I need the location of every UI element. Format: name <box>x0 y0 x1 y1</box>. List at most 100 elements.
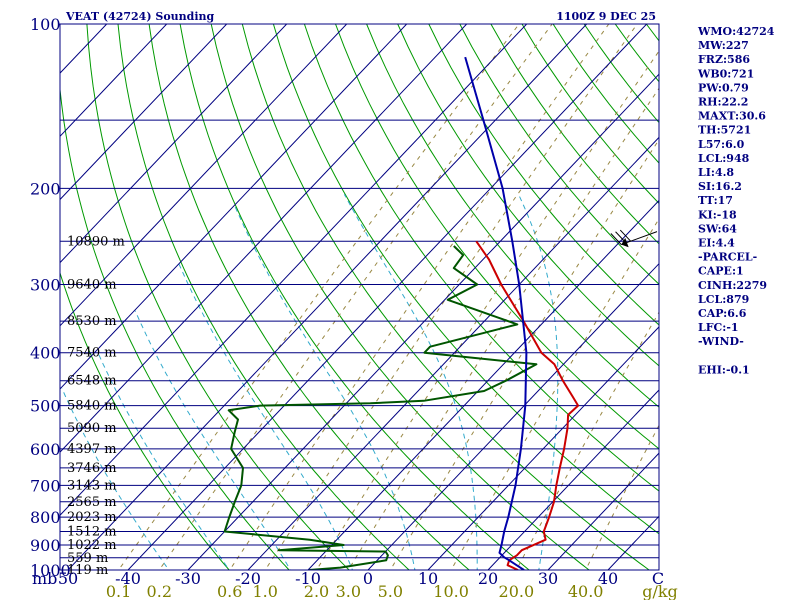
index-line: PW:0.79 <box>698 81 749 94</box>
dry-adiabat <box>552 24 659 164</box>
pressure-tick-label: 900 <box>30 536 61 555</box>
dry-adiabat <box>459 24 659 285</box>
index-line: CAP:6.6 <box>698 307 747 320</box>
pressure-tick-label: 500 <box>30 397 61 416</box>
temperature-tick-label: C <box>652 569 664 588</box>
dry-adiabat <box>148 24 470 570</box>
dry-adiabat <box>428 24 659 326</box>
mixing-ratio-tick-label: 3.0 <box>336 582 361 600</box>
dry-adiabat <box>397 24 659 367</box>
mixing-ratio-line <box>450 218 659 570</box>
wind-barb <box>610 229 658 248</box>
isotherm <box>187 73 659 570</box>
temperature-tick-label: -10 <box>295 569 321 588</box>
isotherm <box>60 24 408 390</box>
pressure-tick-label: 300 <box>30 276 61 295</box>
height-label: 6548 m <box>67 374 117 389</box>
mixing-ratio-tick-label: 10.0 <box>433 582 469 600</box>
pressure-tick-label: 600 <box>30 440 61 459</box>
mixing-ratio-line <box>389 138 659 570</box>
dry-adiabat <box>210 24 590 570</box>
index-line: LCL:879 <box>698 293 749 306</box>
height-label: 2023 m <box>67 510 117 525</box>
height-label: 7540 m <box>67 346 117 361</box>
moist-adiabat <box>518 193 559 570</box>
mixing-ratio-tick-label: 0.1 <box>106 582 131 600</box>
index-line: FRZ:586 <box>698 53 750 66</box>
height-label: 4397 m <box>67 442 117 457</box>
height-label: 1512 m <box>67 524 117 539</box>
pressure-tick-label: 200 <box>30 179 61 198</box>
dry-adiabat <box>335 24 659 450</box>
dewpoint-profile <box>223 245 538 570</box>
isotherm <box>60 24 288 264</box>
temperature-tick-label: 10 <box>418 569 438 588</box>
index-line: MAXT:30.6 <box>698 110 766 123</box>
mixing-ratio-tick-label: 0.6 <box>217 582 242 600</box>
mixing-ratio-line <box>264 24 638 570</box>
index-line: CINH:2279 <box>698 279 767 292</box>
height-label: 5090 m <box>67 421 117 436</box>
temperature-tick-label: -30 <box>175 569 201 588</box>
pressure-tick-label: 700 <box>30 476 61 495</box>
pressure-tick-label: 800 <box>30 508 61 527</box>
mixing-ratio-tick-label: 5.0 <box>378 582 403 600</box>
height-label: 9640 m <box>67 278 117 293</box>
index-line: WMO:42724 <box>697 25 775 38</box>
moist-adiabat <box>178 263 354 570</box>
temperature-tick-label: -20 <box>235 569 261 588</box>
background-lines <box>0 12 800 582</box>
mixing-ratio-line <box>117 24 520 570</box>
isotherm <box>367 262 659 570</box>
mixing-ratio-tick-label: 2.0 <box>304 582 329 600</box>
index-line: TT:17 <box>698 194 733 207</box>
dry-adiabat <box>60 271 230 570</box>
temperature-tick-label: 0 <box>363 569 373 588</box>
index-line: TH:5721 <box>698 124 751 137</box>
isotherm <box>427 326 659 570</box>
mixing-ratio-tick-label: 40.0 <box>568 582 604 600</box>
index-line: EI:4.4 <box>698 237 735 250</box>
height-label: 2565 m <box>67 495 117 510</box>
temperature-tick-label: 40 <box>598 569 618 588</box>
mixing-ratio-tick-label: 20.0 <box>499 582 535 600</box>
index-line: MW:227 <box>698 39 749 52</box>
index-line: RH:22.2 <box>698 96 748 109</box>
observation-time: 1100Z 9 DEC 25 <box>556 10 656 23</box>
mixing-ratio-line <box>347 87 659 570</box>
height-label: 559 m <box>67 551 108 566</box>
height-label: 8530 m <box>67 314 117 329</box>
isotherm <box>0 12 58 582</box>
dry-adiabat <box>303 24 659 492</box>
isotherm <box>60 24 168 138</box>
isotherm <box>487 389 659 570</box>
pressure-tick-label: 100 <box>30 15 61 34</box>
index-line: LI:4.8 <box>698 166 734 179</box>
dry-adiabat <box>179 24 530 570</box>
height-label: 5840 m <box>67 399 117 414</box>
index-line: -WIND- <box>698 335 744 348</box>
temperature-profile <box>475 240 580 570</box>
index-line: CAPE:1 <box>698 265 744 278</box>
index-line: WB0:721 <box>697 67 754 80</box>
temperature-tick-label: -40 <box>115 569 141 588</box>
moist-adiabat <box>134 310 291 570</box>
moist-adiabat <box>97 352 230 570</box>
dry-adiabat <box>86 24 350 570</box>
isotherm <box>67 24 588 570</box>
dry-adiabat <box>771 24 800 582</box>
parcel-profile <box>464 56 528 570</box>
mixing-ratio-tick-label: 0.2 <box>147 582 172 600</box>
isotherm <box>60 24 528 516</box>
index-line: LFC:-1 <box>698 321 739 334</box>
moist-adiabat <box>234 205 416 570</box>
mixing-ratio-tick-label: 1.0 <box>252 582 277 600</box>
height-label: 119 m <box>67 563 108 578</box>
dry-adiabat <box>521 24 659 205</box>
moist-adiabat <box>61 388 170 570</box>
temperature-tick-label: 20 <box>478 569 498 588</box>
moist-adiabat <box>343 193 478 570</box>
pressure-unit-label: mb <box>32 569 57 588</box>
